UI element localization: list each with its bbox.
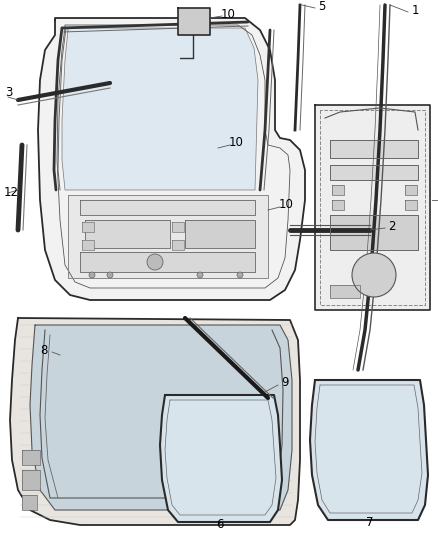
Polygon shape: [172, 240, 184, 250]
Text: 9: 9: [281, 376, 289, 389]
Text: 6: 6: [216, 519, 224, 531]
Polygon shape: [405, 185, 417, 195]
Polygon shape: [22, 495, 37, 510]
Polygon shape: [332, 200, 344, 210]
Circle shape: [237, 272, 243, 278]
Polygon shape: [405, 200, 417, 210]
Polygon shape: [82, 240, 94, 250]
Polygon shape: [80, 200, 255, 215]
Polygon shape: [315, 105, 430, 310]
Polygon shape: [82, 222, 94, 232]
Polygon shape: [38, 18, 305, 300]
Polygon shape: [10, 318, 300, 525]
Text: 8: 8: [40, 343, 48, 357]
Text: 4: 4: [437, 190, 438, 203]
Polygon shape: [80, 252, 255, 272]
Circle shape: [107, 272, 113, 278]
Circle shape: [89, 272, 95, 278]
Polygon shape: [310, 380, 428, 520]
Polygon shape: [30, 325, 292, 510]
Polygon shape: [160, 395, 282, 522]
Text: 10: 10: [229, 136, 244, 149]
Polygon shape: [85, 220, 170, 248]
Text: 1: 1: [411, 4, 419, 17]
Text: 10: 10: [221, 7, 236, 20]
Polygon shape: [330, 215, 418, 250]
Circle shape: [147, 254, 163, 270]
Polygon shape: [332, 185, 344, 195]
Polygon shape: [330, 165, 418, 180]
Text: 12: 12: [4, 187, 19, 199]
Text: 3: 3: [5, 86, 12, 100]
Circle shape: [352, 253, 396, 297]
Polygon shape: [22, 450, 40, 465]
Circle shape: [197, 272, 203, 278]
Polygon shape: [22, 470, 40, 490]
Polygon shape: [172, 222, 184, 232]
Text: 7: 7: [366, 515, 374, 529]
Text: 2: 2: [388, 220, 396, 232]
Polygon shape: [68, 195, 268, 278]
Polygon shape: [330, 285, 360, 298]
Text: 5: 5: [318, 0, 326, 12]
Polygon shape: [178, 8, 210, 35]
Text: 10: 10: [279, 198, 293, 212]
Polygon shape: [185, 220, 255, 248]
Polygon shape: [62, 28, 258, 190]
Polygon shape: [330, 140, 418, 158]
